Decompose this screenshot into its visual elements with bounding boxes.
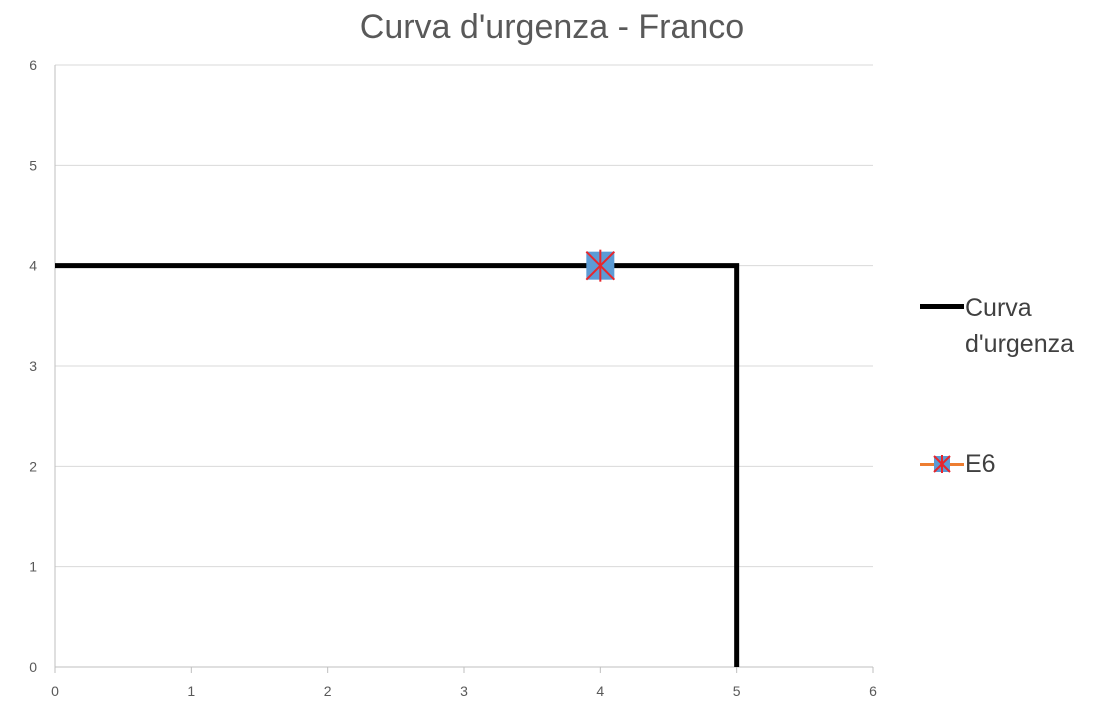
x-tick-label: 1 <box>187 683 195 699</box>
legend: Curva d'urgenza E6 <box>920 290 1100 486</box>
x-tick-label: 3 <box>460 683 468 699</box>
legend-label-e6: E6 <box>965 450 996 478</box>
series-e6-point <box>585 249 616 282</box>
y-tick-label: 4 <box>29 258 37 274</box>
tick-labels: 0 1 2 3 4 5 6 0 1 2 3 4 5 6 <box>29 57 877 699</box>
legend-line-swatch <box>920 304 964 309</box>
legend-marker-icon <box>933 455 951 473</box>
legend-item-e6: E6 <box>920 446 1100 486</box>
y-tick-label: 1 <box>29 559 37 575</box>
x-tick-label: 6 <box>869 683 877 699</box>
grid-lines <box>55 64 873 568</box>
series-curva-durgenza-line <box>55 263 740 667</box>
y-tick-label: 2 <box>29 458 37 474</box>
axes <box>54 65 874 673</box>
y-tick-label: 3 <box>29 358 37 374</box>
x-tick-label: 4 <box>596 683 604 699</box>
chart-title: Curva d'urgenza - Franco <box>359 8 745 46</box>
series-layer <box>55 249 740 667</box>
legend-marker-swatch <box>920 453 964 475</box>
y-tick-label: 6 <box>29 57 37 73</box>
y-tick-label: 0 <box>29 659 37 675</box>
x-tick-label: 2 <box>324 683 332 699</box>
legend-label-curva: Curva d'urgenza <box>965 294 1075 358</box>
x-tick-label: 0 <box>51 683 59 699</box>
y-tick-label: 5 <box>29 157 37 173</box>
legend-item-curva: Curva d'urgenza <box>920 290 1100 370</box>
x-tick-label: 5 <box>733 683 741 699</box>
